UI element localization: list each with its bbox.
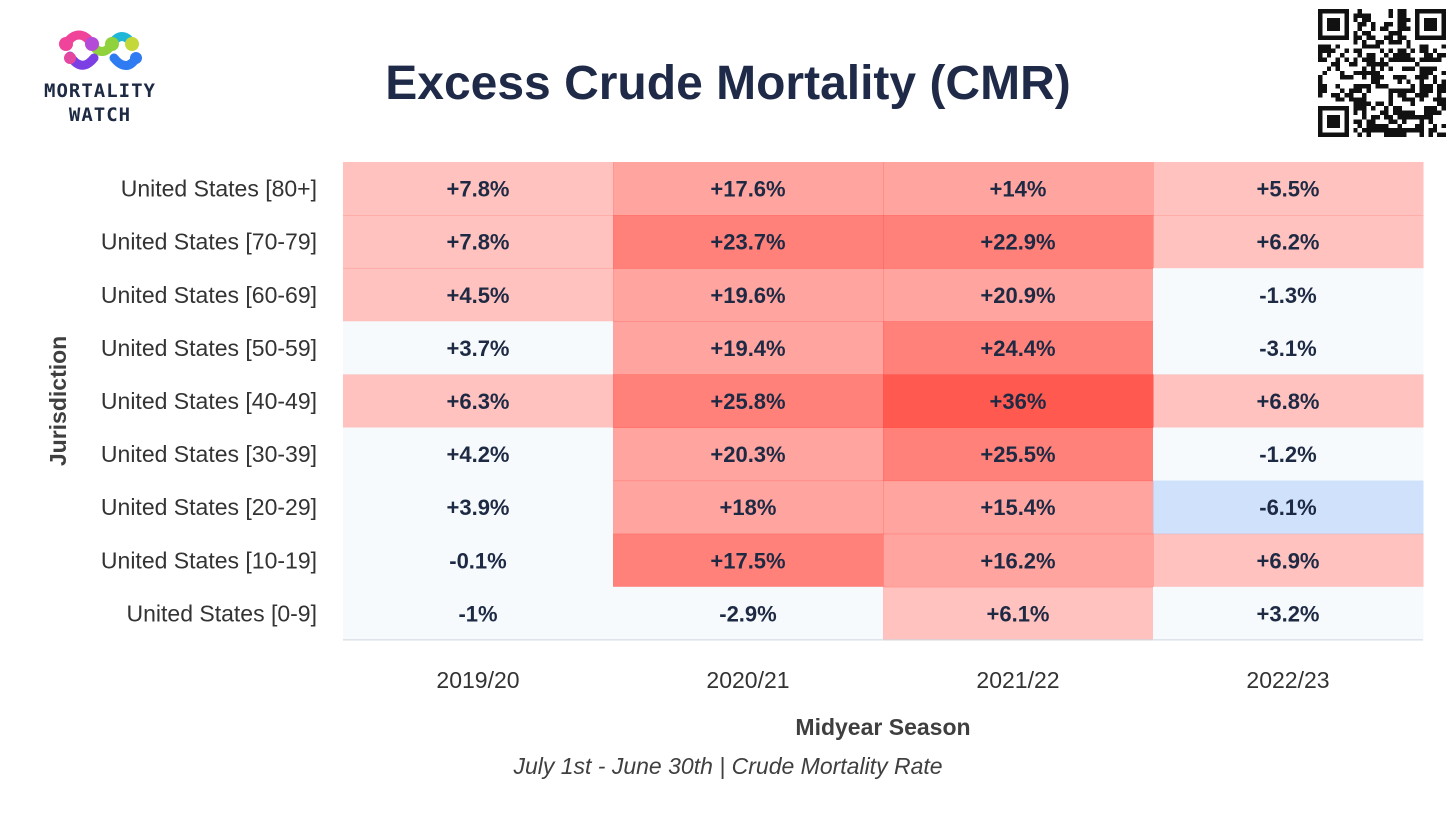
- y-tick-label: United States [30-39]: [101, 441, 317, 467]
- cell-value-label: -1.3%: [1259, 283, 1316, 308]
- heatmap-cell: [1153, 480, 1424, 535]
- cell-value-label: +25.8%: [710, 389, 785, 414]
- cell-value-label: +22.9%: [980, 230, 1055, 255]
- cell-value-label: +4.5%: [447, 283, 510, 308]
- heatmap-cell: [343, 215, 614, 269]
- heatmap-cell: [883, 427, 1154, 482]
- heatmap-cell: [1153, 162, 1424, 216]
- heatmap-cell: [883, 374, 1154, 428]
- cell-value-label: -1.2%: [1259, 442, 1316, 467]
- heatmap-cell: [613, 268, 884, 322]
- cell-value-label: +14%: [990, 177, 1047, 202]
- heatmap-cell: [343, 321, 614, 375]
- heatmap-cell: [883, 162, 1154, 216]
- heatmap-cell: [883, 533, 1154, 588]
- heatmap-cell: [883, 321, 1154, 375]
- cell-value-label: +18%: [720, 495, 777, 520]
- cell-value-label: +7.8%: [447, 230, 510, 255]
- footnote: July 1st - June 30th | Crude Mortality R…: [513, 753, 943, 779]
- cell-value-label: +6.2%: [1257, 230, 1320, 255]
- y-axis-title: Jurisdiction: [45, 336, 71, 466]
- logo-molecule-icon: [59, 30, 142, 70]
- x-axis-title: Midyear Season: [795, 714, 970, 740]
- mortality-watch-logo: MORTALITY WATCH: [20, 22, 180, 132]
- heatmap-cell: [343, 586, 614, 641]
- cell-value-label: +17.6%: [710, 177, 785, 202]
- heatmap-cell: [613, 480, 884, 535]
- heatmap-cell: [883, 480, 1154, 535]
- cell-value-label: +20.9%: [980, 283, 1055, 308]
- heatmap-cell: [613, 427, 884, 482]
- y-tick-label: United States [40-49]: [101, 388, 317, 414]
- heatmap-cell: [883, 268, 1154, 322]
- cell-value-label: +16.2%: [980, 548, 1055, 573]
- y-tick-label: United States [10-19]: [101, 547, 317, 573]
- cell-value-label: +25.5%: [980, 442, 1055, 467]
- heatmap-cell: [613, 374, 884, 428]
- cell-value-label: +17.5%: [710, 548, 785, 573]
- y-tick-label: United States [20-29]: [101, 494, 317, 520]
- heatmap-cell: [883, 586, 1154, 641]
- x-tick-label: 2021/22: [976, 667, 1059, 693]
- heatmap-cell: [613, 533, 884, 588]
- cell-value-label: -0.1%: [449, 548, 506, 573]
- heatmap-cell: [343, 268, 614, 322]
- heatmap-cell: [1153, 533, 1424, 588]
- cell-value-label: +6.8%: [1257, 389, 1320, 414]
- heatmap-cell: [613, 215, 884, 269]
- cell-value-label: +5.5%: [1257, 177, 1320, 202]
- heatmap-cell: [613, 162, 884, 216]
- y-tick-label: United States [80+]: [121, 176, 317, 202]
- heatmap-cell: [1153, 427, 1424, 482]
- cell-value-label: +7.8%: [447, 177, 510, 202]
- cell-value-label: -3.1%: [1259, 336, 1316, 361]
- cell-value-label: -1%: [458, 601, 497, 626]
- cell-value-label: +3.9%: [447, 495, 510, 520]
- cell-value-label: +6.9%: [1257, 548, 1320, 573]
- cell-value-label: -2.9%: [719, 601, 776, 626]
- cell-value-label: +19.4%: [710, 336, 785, 361]
- heatmap-cell: [343, 480, 614, 535]
- heatmap-cell: [343, 162, 614, 216]
- x-tick-label: 2019/20: [436, 667, 519, 693]
- logo-text-line-1: MORTALITY: [44, 80, 156, 102]
- heatmap-cell: [1153, 321, 1424, 375]
- heatmap-cell: [1153, 374, 1424, 428]
- heatmap-cell: [1153, 268, 1424, 322]
- heatmap-cell: [1153, 215, 1424, 269]
- cell-value-label: +3.2%: [1257, 601, 1320, 626]
- y-tick-label: United States [50-59]: [101, 335, 317, 361]
- cell-value-label: +23.7%: [710, 230, 785, 255]
- y-tick-label: United States [0-9]: [127, 600, 318, 626]
- page-title: Excess Crude Mortality (CMR): [385, 57, 1071, 110]
- cell-value-label: +20.3%: [710, 442, 785, 467]
- cell-value-label: +4.2%: [447, 442, 510, 467]
- x-tick-label: 2022/23: [1246, 667, 1329, 693]
- cell-value-label: +19.6%: [710, 283, 785, 308]
- cell-value-label: -6.1%: [1259, 495, 1316, 520]
- logo-text-line-2: WATCH: [68, 104, 132, 126]
- heatmap-cell: [343, 374, 614, 428]
- cell-value-label: +36%: [990, 389, 1047, 414]
- cell-value-label: +24.4%: [980, 336, 1055, 361]
- heatmap-cell: [883, 215, 1154, 269]
- heatmap-cell: [613, 586, 884, 641]
- heatmap-cell: [613, 321, 884, 375]
- cell-value-label: +6.1%: [987, 601, 1050, 626]
- heatmap-cell: [343, 427, 614, 482]
- heatmap-cell: [1153, 586, 1424, 641]
- y-tick-label: United States [70-79]: [101, 229, 317, 255]
- cell-value-label: +15.4%: [980, 495, 1055, 520]
- cell-value-label: +3.7%: [447, 336, 510, 361]
- x-tick-label: 2020/21: [706, 667, 789, 693]
- cell-value-label: +6.3%: [447, 389, 510, 414]
- heatmap-cell: [343, 533, 614, 588]
- y-tick-label: United States [60-69]: [101, 282, 317, 308]
- qr-code[interactable]: [1318, 9, 1446, 137]
